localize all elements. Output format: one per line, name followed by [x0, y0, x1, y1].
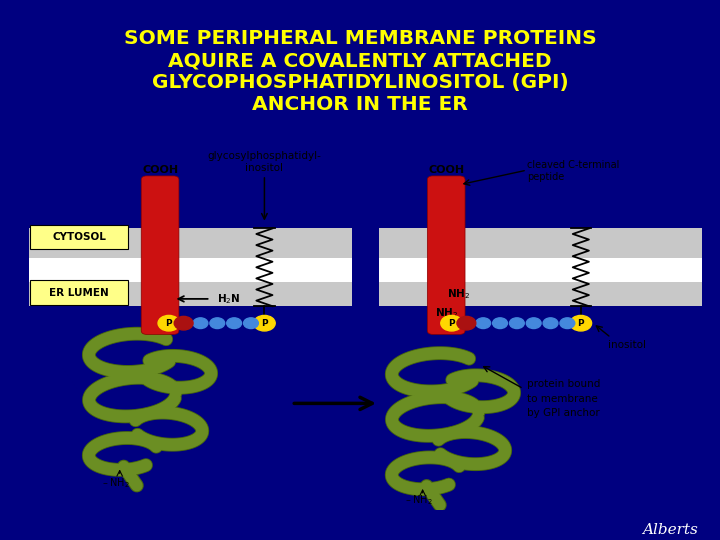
Text: NH$_2$: NH$_2$ [435, 306, 458, 320]
Text: – NH$_2$: – NH$_2$ [102, 477, 130, 490]
Text: P: P [449, 319, 455, 328]
Text: SOME PERIPHERAL MEMBRANE PROTEINS
AQUIRE A COVALENTLY ATTACHED
GLYCOPHOSPHATIDYL: SOME PERIPHERAL MEMBRANE PROTEINS AQUIRE… [124, 29, 596, 114]
Text: inositol: inositol [246, 163, 284, 173]
Circle shape [210, 318, 225, 328]
Circle shape [570, 315, 592, 331]
Circle shape [441, 315, 462, 331]
Text: NH$_2$: NH$_2$ [447, 287, 470, 301]
FancyBboxPatch shape [30, 280, 128, 305]
Text: Alberts: Alberts [642, 523, 698, 537]
Circle shape [227, 318, 241, 328]
FancyBboxPatch shape [141, 176, 179, 334]
Bar [29, 282, 352, 306]
Text: inositol: inositol [608, 340, 646, 350]
Text: – NH$_2$: – NH$_2$ [405, 494, 433, 508]
Circle shape [526, 318, 541, 328]
Bar [29, 228, 352, 258]
Circle shape [457, 316, 476, 330]
Text: P: P [577, 319, 584, 328]
Circle shape [243, 318, 258, 328]
Circle shape [158, 315, 179, 331]
Circle shape [492, 318, 508, 328]
Bar [379, 258, 702, 282]
Text: peptide: peptide [527, 172, 564, 183]
Text: P: P [166, 319, 172, 328]
Bar [379, 282, 702, 306]
FancyBboxPatch shape [30, 225, 128, 249]
Circle shape [476, 318, 490, 328]
Text: protein bound: protein bound [527, 379, 600, 389]
Text: CYTOSOL: CYTOSOL [53, 232, 107, 242]
Circle shape [193, 318, 208, 328]
Circle shape [510, 318, 524, 328]
Text: COOH: COOH [428, 165, 464, 175]
Circle shape [174, 316, 193, 330]
Text: ER LUMEN: ER LUMEN [50, 288, 109, 298]
Text: cleaved C-terminal: cleaved C-terminal [527, 160, 619, 170]
Bar [29, 258, 352, 282]
FancyBboxPatch shape [428, 176, 465, 334]
Circle shape [253, 315, 275, 331]
Text: H$_2$N: H$_2$N [217, 292, 240, 306]
Circle shape [560, 318, 575, 328]
Text: by GPI anchor: by GPI anchor [527, 408, 600, 418]
Circle shape [543, 318, 558, 328]
Text: P: P [261, 319, 268, 328]
Text: to membrane: to membrane [527, 394, 598, 403]
Text: COOH: COOH [142, 165, 178, 175]
Text: glycosylphosphatidyl-: glycosylphosphatidyl- [207, 151, 321, 160]
Bar [379, 228, 702, 258]
